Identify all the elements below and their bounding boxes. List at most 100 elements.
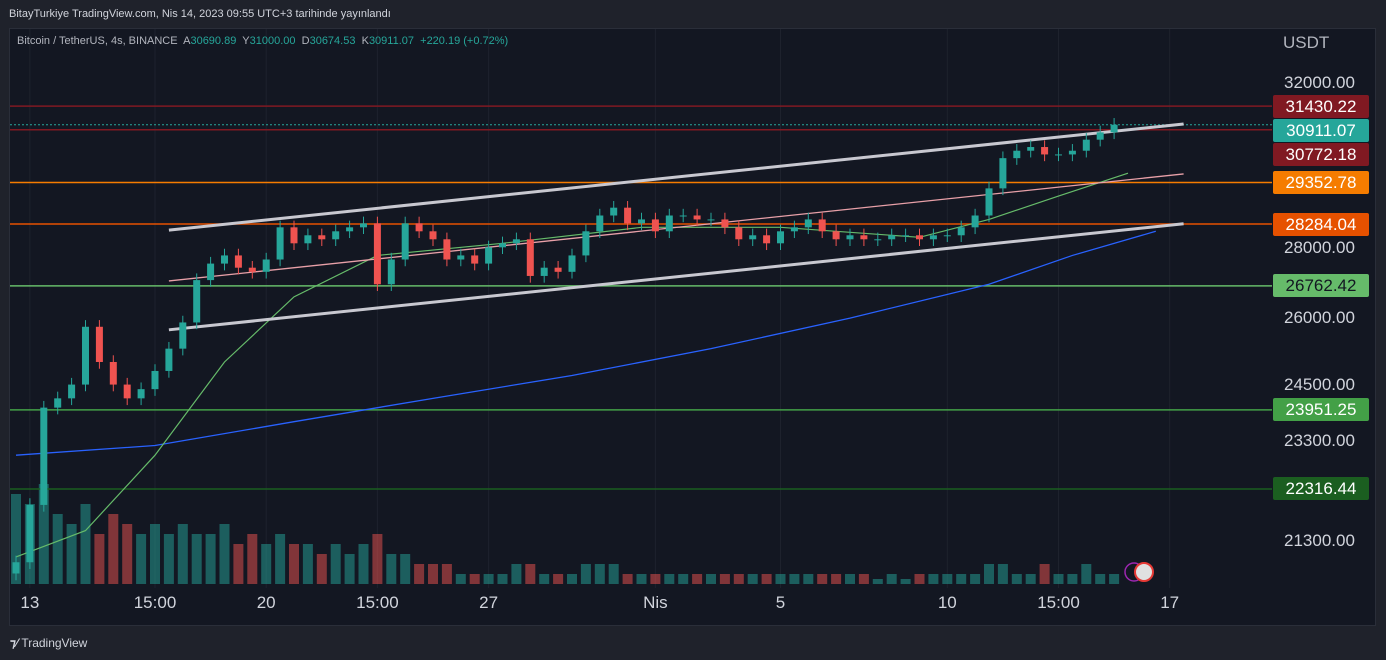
candle-body — [499, 243, 506, 248]
us-flag-icon — [1134, 562, 1154, 582]
candle-body — [638, 219, 645, 224]
publication-info: BitayTurkiye TradingView.com, Nis 14, 20… — [9, 8, 391, 20]
candle-body — [846, 235, 854, 240]
volume-bar — [997, 564, 1008, 584]
volume-bar — [497, 574, 508, 584]
candle-body — [471, 255, 479, 264]
price-level-label: 28284.04 — [1273, 212, 1369, 236]
candle-body — [165, 348, 173, 371]
y-tick-label: 23300.00 — [1284, 430, 1355, 450]
candle-body — [151, 370, 159, 390]
low-value: 30674.53 — [309, 35, 356, 47]
candle-body — [554, 267, 562, 272]
candle-body — [999, 158, 1007, 189]
x-tick-label: 5 — [775, 593, 786, 612]
volume-bar — [594, 564, 605, 584]
volume-bar — [817, 574, 828, 584]
price-level-label: 26762.42 — [1273, 274, 1369, 298]
volume-bar — [970, 574, 981, 584]
volume-bar — [80, 504, 91, 584]
candle-body — [179, 322, 187, 349]
price-level-label: 31430.22 — [1273, 94, 1369, 118]
x-tick-label: 20 — [256, 593, 276, 612]
volume-bar — [914, 574, 925, 584]
volume-bar — [942, 574, 953, 584]
volume-bar — [386, 554, 397, 584]
candle-body — [902, 235, 910, 237]
volume-bar — [1039, 564, 1050, 584]
y-tick-label: 32000.00 — [1284, 72, 1355, 92]
candle-body — [679, 215, 687, 217]
volume-bar — [52, 514, 63, 584]
currency-unit: USDT — [1283, 33, 1330, 52]
price-level-label: 23951.25 — [1273, 398, 1369, 422]
candle-body — [1068, 150, 1076, 155]
volume-bar — [177, 524, 188, 584]
volume-bar — [1067, 574, 1078, 584]
candle-body — [318, 235, 326, 240]
volume-bar — [567, 574, 577, 584]
candle-body — [943, 235, 951, 237]
candle-body — [1082, 139, 1090, 151]
price-level-label: 22316.44 — [1273, 477, 1369, 501]
x-tick-label: 15:00 — [356, 593, 399, 612]
candle-body — [360, 223, 367, 228]
volume-bar — [608, 564, 619, 584]
footer-brand: TradingView — [21, 636, 88, 650]
volume-bar — [372, 534, 383, 584]
volume-bar — [469, 574, 480, 584]
volume-bar — [233, 544, 244, 584]
volume-bar — [219, 524, 230, 584]
candle-body — [1055, 154, 1062, 156]
volume-bar — [108, 514, 119, 584]
candle-body — [82, 326, 89, 385]
candle-body — [512, 239, 520, 244]
candle-body — [929, 235, 937, 240]
candle-body — [721, 219, 729, 228]
candle-body — [415, 223, 423, 232]
volume-bar — [247, 534, 258, 584]
volume-bar — [94, 534, 105, 584]
low-label: D — [301, 35, 310, 47]
candle-body — [443, 239, 451, 260]
ma-slow-line — [15, 230, 1156, 456]
volume-bar — [886, 574, 897, 584]
candle-body — [582, 231, 590, 256]
candle-body — [985, 188, 993, 216]
candle-body — [373, 223, 381, 285]
volume-bar — [289, 544, 299, 584]
volume-bar — [719, 574, 730, 584]
volume-bar — [525, 564, 536, 584]
open-label: A — [183, 35, 191, 47]
volume-bar — [858, 574, 869, 584]
candle-body — [26, 504, 34, 563]
volume-bar — [984, 564, 994, 584]
symbol-name: Bitcoin / TetherUS, 4s, BINANCE — [17, 35, 178, 47]
candle-body — [860, 235, 868, 240]
candle-body — [290, 227, 298, 244]
candle-body — [123, 384, 131, 399]
volume-bar — [928, 574, 939, 584]
candle-body — [526, 239, 534, 276]
volume-bar — [622, 574, 633, 584]
volume-bar — [191, 534, 202, 584]
open-value: 30690.89 — [190, 35, 237, 47]
candle-body — [1027, 147, 1035, 151]
candle-body — [221, 255, 228, 264]
candle-body — [54, 398, 62, 408]
volume-bar — [900, 579, 911, 584]
candle-body — [95, 326, 103, 362]
volume-bar — [678, 574, 689, 584]
candle-body — [693, 215, 701, 220]
candle-body — [109, 361, 117, 385]
volume-bar — [275, 534, 286, 584]
volume-bar — [664, 574, 675, 584]
y-tick-label: 21300.00 — [1284, 531, 1355, 551]
candle-body — [1013, 150, 1021, 159]
volume-bar — [122, 524, 133, 584]
close-label: K — [361, 35, 369, 47]
candle-body — [1110, 124, 1118, 133]
candle-body — [457, 255, 465, 260]
candle-body — [749, 235, 757, 240]
